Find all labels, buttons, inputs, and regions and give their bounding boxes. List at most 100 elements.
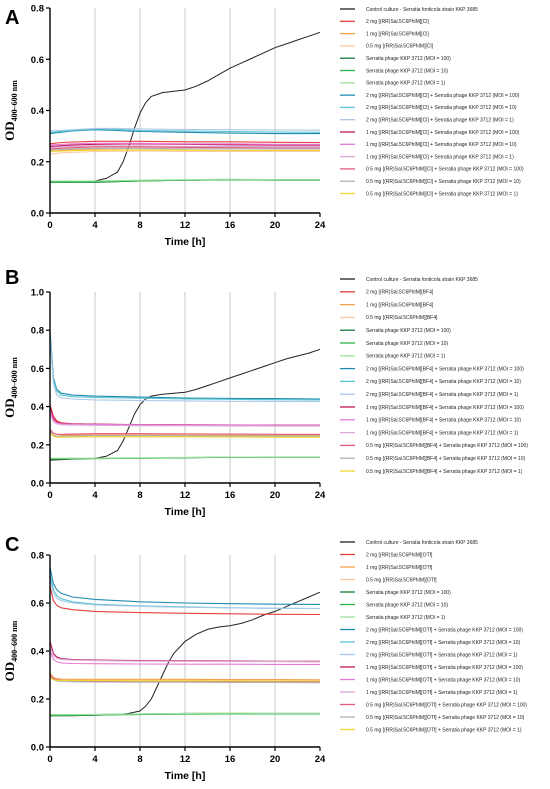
legend-label: 1 mg [(RR)Sal.5C6PhIM][Cl] + Serratia ph… xyxy=(366,142,517,148)
legend-label: 0.5 mg [(RR)Sal.5C6PhIM][OTf] + Serratia… xyxy=(366,702,527,708)
legend-label: Control culture - Serratia fonticola str… xyxy=(366,540,478,546)
series-line xyxy=(49,147,320,151)
legend-label: 1 mg [(RR)Sal.5C6PhIM][BF4] + Serratia p… xyxy=(366,405,524,411)
legend: Control culture - Serratia fonticola str… xyxy=(340,7,524,197)
series-line xyxy=(49,129,320,135)
legend-label: 0.5 mg [(RR)Sal.5C6PhIM][BF4] + Serratia… xyxy=(366,456,525,462)
y-tick-label: 0.2 xyxy=(31,157,44,168)
legend-label: Serratia phage KKP 3712 (MOI = 1) xyxy=(366,615,446,621)
y-tick-label: 0.0 xyxy=(31,743,44,754)
legend-label: Control culture - Serratia fonticola str… xyxy=(366,7,478,13)
series-line xyxy=(49,142,320,146)
y-tick-label: 0.0 xyxy=(31,209,44,220)
panel-letter: C xyxy=(5,534,19,556)
legend-label: 0.5 mg [(RR)Sal.5C6PhIM][OTf] xyxy=(366,577,437,583)
x-tick-label: 4 xyxy=(92,754,98,765)
legend-label: 2 mg [(RR)Sal.5C6PhIM][Cl] + Serratia ph… xyxy=(366,105,517,111)
x-tick-label: 12 xyxy=(180,490,191,501)
x-tick-label: 12 xyxy=(180,220,191,231)
y-tick-label: 0.4 xyxy=(31,106,45,117)
legend-label: 1 mg [(RR)Sal.5C6PhIM][OTf] xyxy=(366,565,433,571)
series-line xyxy=(49,128,321,133)
legend-label: Serratia phage KKP 3712 (MOI = 10) xyxy=(366,68,448,74)
panel-letter: B xyxy=(5,267,19,289)
x-tick-label: 0 xyxy=(47,220,52,231)
series-line xyxy=(49,410,320,426)
series-line xyxy=(50,178,320,182)
series-line xyxy=(49,429,320,435)
series-line xyxy=(49,566,321,605)
series-line xyxy=(49,150,320,155)
series-line xyxy=(49,149,320,153)
legend-label: 2 mg [(RR)Sal.5C6PhIM][BF4] xyxy=(366,290,434,296)
legend-label: 0.5 mg [(RR)Sal.5C6PhIM][BF4] + Serratia… xyxy=(366,469,523,475)
legend-label: 1 mg [(RR)Sal.5C6PhIM][Cl] + Serratia ph… xyxy=(366,130,520,136)
legend-label: Serratia phage KKP 3712 (MOI = 1) xyxy=(366,81,446,87)
legend-label: 0.5 mg [(RR)Sal.5C6PhIM][OTf] + Serratia… xyxy=(366,715,525,721)
panel-c: C 0 4 8 12 16 20 24 0.0 0.2 0.4 0.6 0.8 Time [h] OD400… xyxy=(2,534,527,782)
legend-label: 1 mg [(RR)Sal.5C6PhIM][Cl] + Serratia ph… xyxy=(366,154,514,160)
series-line xyxy=(50,591,321,717)
legend-label: 2 mg [(RR)Sal.5C6PhIM][BF4] + Serratia p… xyxy=(366,379,521,385)
x-tick-label: 16 xyxy=(225,490,236,501)
legend-label: 2 mg [(RR)Sal.5C6PhIM][BF4] + Serratia p… xyxy=(366,366,524,372)
series-line xyxy=(49,348,321,461)
x-tick-label: 12 xyxy=(180,754,191,765)
series-line xyxy=(49,650,320,665)
series-line xyxy=(49,672,321,681)
series-line xyxy=(49,676,320,682)
x-axis-label: Time [h] xyxy=(165,236,206,248)
x-tick-label: 16 xyxy=(225,220,236,231)
legend-label: 1 mg [(RR)Sal.5C6PhIM][BF4] + Serratia p… xyxy=(366,430,519,436)
legend-label: Control culture - Serratia fonticola str… xyxy=(366,277,478,283)
y-tick-label: 0.2 xyxy=(31,440,44,451)
y-axis-label: OD400–600 nm xyxy=(2,80,19,141)
x-tick-label: 8 xyxy=(137,754,142,765)
legend-label: 1 mg [(RR)Sal.5C6PhIM][OTf] + Serratia p… xyxy=(366,665,523,671)
legend-label: 1 mg [(RR)Sal.5C6PhIM][OTf] + Serratia p… xyxy=(366,690,518,696)
legend-label: 0.5 mg [(RR)Sal.5C6PhIM][Cl] xyxy=(366,44,434,50)
legend-label: Serratia phage KKP 3712 (MOI = 100) xyxy=(366,328,451,334)
x-tick-label: 24 xyxy=(315,490,326,501)
series-line xyxy=(49,578,321,610)
legend-label: 1 mg [(RR)Sal.5C6PhIM][OTf] + Serratia p… xyxy=(366,677,520,683)
y-tick-label: 0.6 xyxy=(31,364,44,375)
legend: Control culture - Serratia fonticola str… xyxy=(340,540,527,733)
y-tick-label: 0.8 xyxy=(31,551,44,562)
series-line xyxy=(49,146,320,150)
legend-label: Serratia phage KKP 3712 (MOI = 100) xyxy=(366,56,451,62)
legend-label: Serratia phage KKP 3712 (MOI = 10) xyxy=(366,602,448,608)
legend-label: 2 mg [(RR)Sal.5C6PhIM][Cl] + Serratia ph… xyxy=(366,93,520,99)
legend-label: Serratia phage KKP 3712 (MOI = 10) xyxy=(366,341,448,347)
x-tick-label: 0 xyxy=(47,754,52,765)
panel-b: B 0 4 8 12 16 20 24 0.0 0.2 0.4 0.6 0.8 1.0 Time [h] OD… xyxy=(2,267,528,518)
series-line xyxy=(49,646,321,663)
y-axis-label: OD400–600 nm xyxy=(2,357,19,418)
series-line xyxy=(49,127,321,132)
legend-label: 2 mg [(RR)Sal.5C6PhIM][BF4] + Serratia p… xyxy=(366,392,519,398)
x-tick-label: 4 xyxy=(92,490,98,501)
series-line xyxy=(49,145,320,149)
panel-a: A 0 4 8 12 16 20 24 0.0 0.2 0.4 0.6 0.8 Time [h] OD400… xyxy=(2,4,524,249)
series-line xyxy=(49,330,321,400)
legend-label: 0.5 mg [(RR)Sal.5C6PhIM][Cl] + Serratia … xyxy=(366,167,524,173)
legend-label: 0.5 mg [(RR)Sal.5C6PhIM][BF4] xyxy=(366,315,438,321)
x-tick-label: 8 xyxy=(137,490,142,501)
y-tick-label: 0.0 xyxy=(31,479,44,490)
legend-label: 1 mg [(RR)Sal.5C6PhIM][Cl] xyxy=(366,31,429,37)
legend-label: Serratia phage KKP 3712 (MOI = 1) xyxy=(366,354,446,360)
y-tick-label: 0.8 xyxy=(31,4,44,15)
legend-label: 1 mg [(RR)Sal.5C6PhIM][BF4] + Serratia p… xyxy=(366,418,521,424)
legend-label: 0.5 mg [(RR)Sal.5C6PhIM][BF4] + Serratia… xyxy=(366,443,528,449)
legend-label: 2 mg [(RR)Sal.5C6PhIM][Cl] xyxy=(366,19,429,25)
x-tick-label: 24 xyxy=(315,754,326,765)
y-tick-label: 0.6 xyxy=(31,599,44,610)
y-tick-label: 0.2 xyxy=(31,695,44,706)
legend-label: 0.5 mg [(RR)Sal.5C6PhIM][Cl] + Serratia … xyxy=(366,179,521,185)
legend-label: 2 mg [(RR)Sal.5C6PhIM][OTf] + Serratia p… xyxy=(366,652,518,658)
x-tick-label: 16 xyxy=(225,754,236,765)
legend-label: 0.5 mg [(RR)Sal.5C6PhIM][OTf] + Serratia… xyxy=(366,727,522,733)
series-line xyxy=(49,431,320,437)
x-tick-label: 4 xyxy=(92,220,98,231)
